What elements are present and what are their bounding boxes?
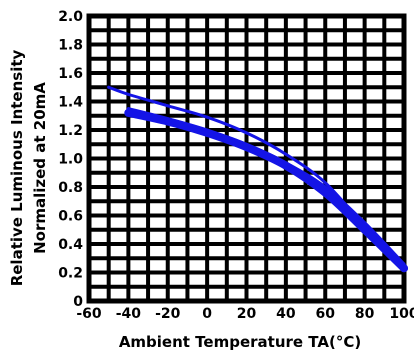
grid: [86, 13, 407, 304]
data-point: [245, 131, 248, 135]
data-point: [363, 221, 367, 225]
data-point: [284, 152, 288, 156]
series-line: [107, 85, 367, 229]
data-point: [205, 128, 209, 132]
data-point: [400, 264, 408, 273]
x-tick-label: 60: [316, 306, 336, 322]
data-point: [402, 262, 406, 266]
y-tick-label: 0.8: [58, 180, 83, 196]
y-tick-label: 0.6: [58, 209, 83, 225]
x-tick-label: -60: [76, 306, 102, 322]
data-point: [245, 142, 248, 146]
x-tick-label: -40: [116, 306, 142, 322]
y-tick-label: 0.2: [58, 266, 83, 282]
data-point: [360, 225, 369, 234]
x-tick-label: -20: [155, 306, 181, 322]
y-tick-label: 1.0: [58, 152, 83, 168]
x-axis-tick-labels: -60 -40 -20 0 20 40 60 80 100: [76, 306, 414, 322]
y-tick-label: 0: [73, 294, 83, 310]
data-point: [323, 185, 327, 189]
y-axis-tick-labels: 0 0.2 0.4 0.6 0.8 1.0 1.2 1.4 1.6 1.8 2.0: [58, 9, 83, 310]
x-tick-label: 100: [389, 306, 414, 322]
data-point: [321, 188, 330, 197]
data-point: [205, 115, 209, 119]
y-tick-label: 1.6: [58, 66, 83, 82]
data-point: [323, 181, 327, 185]
y-axis-title-line-2: Normalized at 20mA: [31, 82, 49, 254]
data-point: [284, 161, 288, 165]
data-point: [166, 117, 170, 121]
data-point: [166, 104, 170, 108]
data-point: [126, 107, 130, 111]
data-point: [126, 92, 130, 96]
y-tick-label: 0.4: [58, 237, 83, 253]
y-tick-label: 2.0: [58, 9, 83, 25]
x-tick-label: 40: [276, 306, 296, 322]
y-tick-label: 1.4: [58, 95, 83, 111]
data-point: [107, 85, 111, 89]
series-line: [126, 107, 406, 266]
x-axis-title: Ambient Temperature TA(°C): [119, 333, 361, 351]
x-tick-label: 20: [237, 306, 257, 322]
y-axis-title-line-1: Relative Luminous Intensity: [8, 49, 26, 286]
y-tick-label: 1.2: [58, 123, 83, 139]
x-tick-label: 80: [355, 306, 375, 322]
plot-frame: [86, 13, 407, 304]
data-point: [124, 108, 133, 117]
x-tick-label: 0: [202, 306, 212, 322]
y-tick-label: 1.8: [58, 38, 83, 54]
plot-series: [107, 85, 408, 273]
